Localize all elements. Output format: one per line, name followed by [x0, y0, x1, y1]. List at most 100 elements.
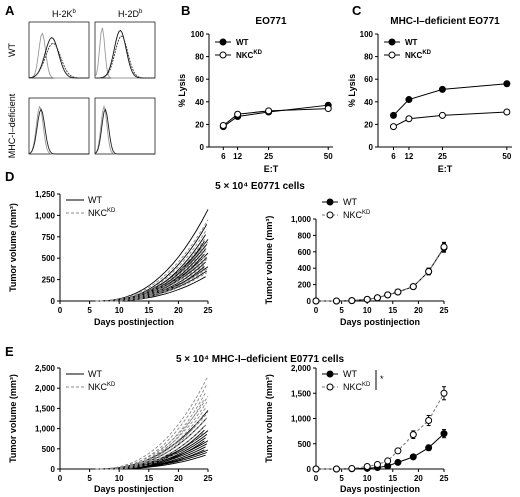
chart-b: EO771 6 12 25 50 0 20 40 60 80 100 E:T % Lysis WT NKCK… — [177, 16, 333, 174]
flow-row1-label: WT — [7, 43, 17, 57]
y-tick-label: 0 — [369, 143, 374, 152]
legend-marker — [326, 211, 334, 219]
x-tick-label: 15 — [144, 474, 153, 483]
y-tick-label: 0 — [200, 143, 205, 152]
data-point — [265, 107, 273, 115]
x-tick-label: 20 — [174, 306, 183, 315]
x-tick-label: 25 — [204, 306, 213, 315]
section-title: 5 × 10⁴ MHC-I–deficient E0771 cells — [176, 354, 345, 365]
x-tick-label: 0 — [314, 306, 319, 315]
x-tick-label: 6 — [391, 152, 396, 161]
legend-label: WT — [405, 38, 418, 47]
x-tick-label: 50 — [324, 152, 333, 161]
flow-peak-stain-2 — [28, 42, 89, 79]
data-point — [373, 294, 381, 302]
x-axis-label: Days postinjection — [340, 317, 420, 327]
x-tick-label: 10 — [115, 306, 124, 315]
x-axis-label: Days postinjection — [94, 317, 174, 327]
panel-label-e: E — [5, 344, 14, 359]
x-tick-label: 15 — [144, 306, 153, 315]
flow-peak-control — [28, 105, 89, 155]
mouse-curve — [100, 272, 208, 302]
chart-c: MHC-I–deficient EO771 6 12 25 50 0 20 40 60 80 100… — [347, 16, 512, 174]
x-tick-label: 0 — [314, 474, 319, 483]
y-tick-label: 0 — [51, 297, 56, 306]
y-tick-label: 1,250 — [35, 190, 56, 199]
y-axis-label: Tumor volume (mm³) — [264, 374, 274, 463]
legend-marker — [326, 198, 334, 206]
y-tick-label: 1,500 — [291, 389, 312, 398]
data-point — [425, 417, 433, 425]
mouse-curve — [95, 255, 209, 302]
y-tick-label: 1,000 — [291, 415, 312, 424]
x-axis-label: Days postinjection — [340, 484, 420, 494]
x-tick-label: 20 — [414, 306, 423, 315]
x-tick-label: 10 — [115, 474, 124, 483]
x-tick-label: 12 — [404, 152, 413, 161]
legend-label: NKCKD — [405, 50, 432, 60]
y-tick-label: 80 — [195, 53, 204, 62]
x-tick-label: 5 — [339, 306, 344, 315]
x-tick-label: 15 — [388, 474, 397, 483]
series-line — [393, 83, 507, 116]
y-tick-label: 20 — [195, 120, 204, 129]
data-point — [440, 243, 448, 251]
data-point — [332, 465, 340, 473]
y-tick-label: 500 — [298, 440, 312, 449]
flow-histogram-ko-kb — [28, 97, 90, 155]
flow-col1-header: H-2Kb — [52, 9, 77, 19]
chart-d-right: 0 5 10 15 20 25 0 200 400 600 800 1,000 Days postinj… — [264, 197, 449, 327]
series-line — [222, 108, 329, 126]
y-tick-label: 1,500 — [35, 404, 56, 413]
x-tick-label: 5 — [87, 306, 92, 315]
x-tick-label: 10 — [363, 306, 372, 315]
y-axis-label: % Lysis — [347, 74, 357, 107]
data-point — [373, 460, 381, 468]
flow-peak-control — [94, 27, 155, 79]
flow-peak-stain-2 — [95, 35, 155, 79]
y-tick-label: 600 — [298, 248, 312, 257]
x-tick-label: 5 — [339, 474, 344, 483]
chart-title: MHC-I–deficient EO771 — [390, 16, 500, 27]
legend-label: WT — [343, 197, 357, 207]
data-point — [348, 297, 356, 305]
section-title: 5 × 10⁴ E0771 cells — [215, 181, 305, 192]
x-tick-label: 25 — [440, 306, 449, 315]
series-line — [393, 111, 507, 128]
data-point — [440, 389, 448, 397]
y-axis-label: Tumor volume (mm³) — [8, 203, 18, 292]
x-tick-label: 25 — [204, 474, 213, 483]
y-tick-label: 100 — [191, 30, 205, 39]
y-tick-label: 750 — [42, 233, 56, 242]
legend-marker — [326, 383, 334, 391]
flow-col2-header: H-2Db — [118, 9, 143, 19]
x-axis-label: E:T — [438, 164, 453, 174]
legend-label: WT — [343, 369, 357, 379]
x-tick-label: 6 — [221, 152, 226, 161]
data-point — [348, 464, 356, 472]
mouse-curve — [95, 241, 209, 302]
x-tick-label: 10 — [363, 474, 372, 483]
series-line — [316, 247, 445, 302]
legend-marker — [388, 51, 396, 59]
panel-label-a: A — [5, 3, 15, 18]
y-tick-label: 400 — [298, 264, 312, 273]
data-point — [394, 447, 402, 455]
legend-marker — [326, 370, 334, 378]
x-tick-label: 15 — [388, 306, 397, 315]
y-tick-label: 800 — [298, 231, 312, 240]
data-point — [312, 297, 320, 305]
data-point — [363, 295, 371, 303]
x-axis-label: Days postinjection — [94, 484, 174, 494]
y-tick-label: 40 — [195, 98, 204, 107]
y-tick-label: 60 — [195, 75, 204, 84]
y-tick-label: 2,000 — [35, 384, 56, 393]
legend-label: WT — [88, 369, 102, 379]
mouse-curve — [109, 431, 205, 470]
panel-label-c: C — [352, 3, 362, 18]
x-tick-label: 25 — [264, 152, 273, 161]
legend-label: NKCKD — [236, 50, 263, 60]
data-point — [324, 105, 332, 113]
y-tick-label: 500 — [42, 445, 56, 454]
